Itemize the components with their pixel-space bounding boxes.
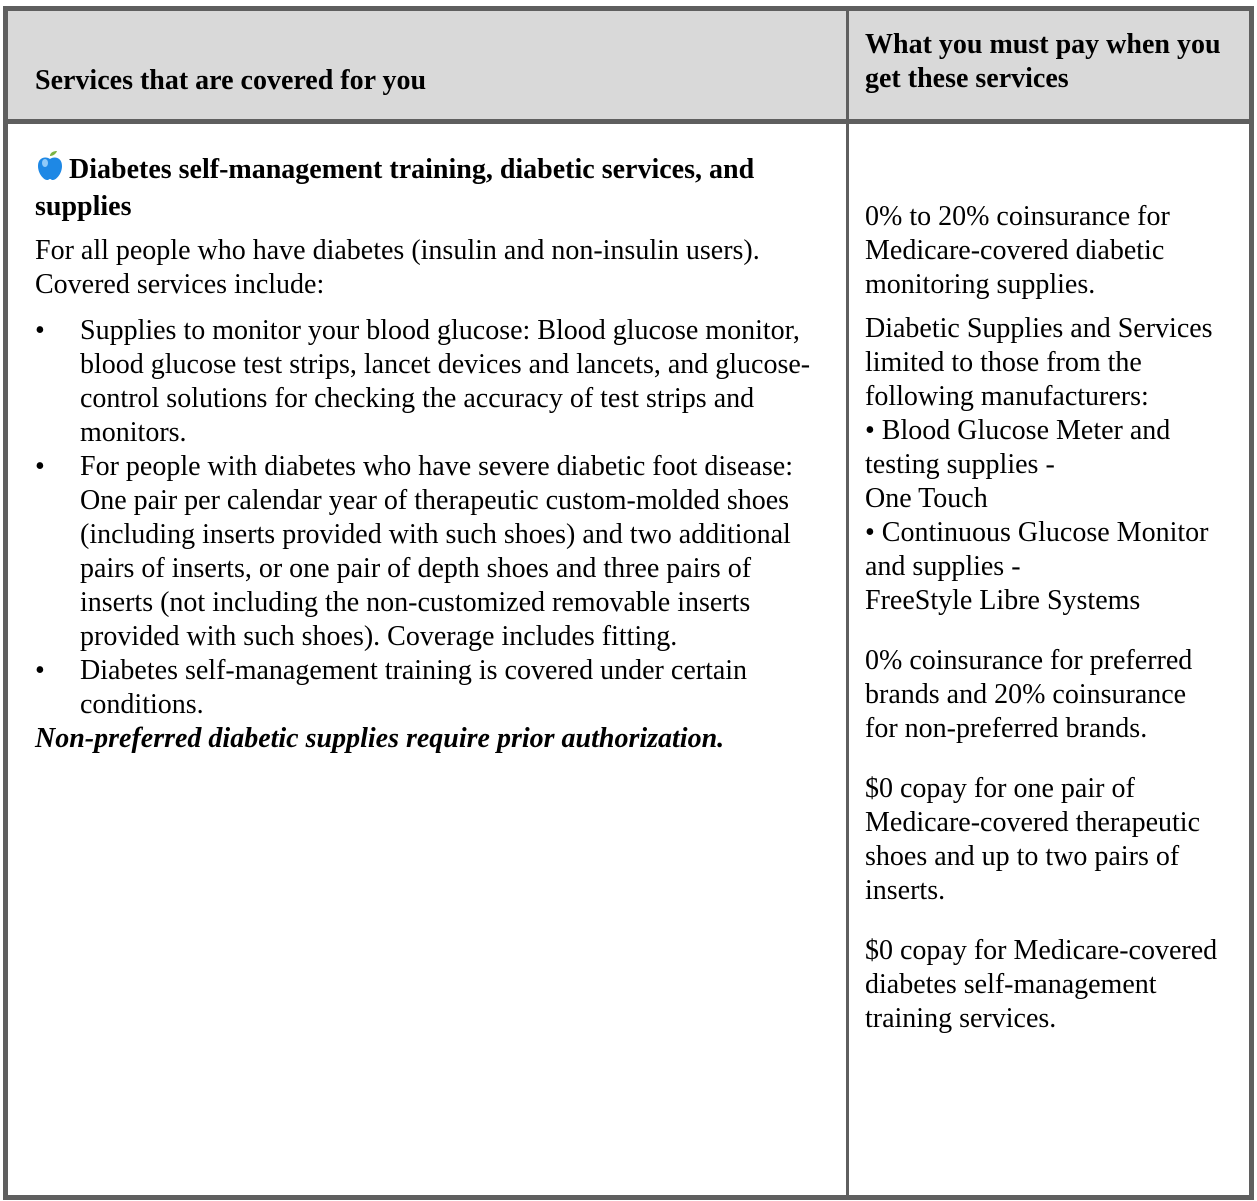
table-header-row bbox=[8, 11, 1249, 124]
list-item-text: For people with diabetes who have severe… bbox=[80, 451, 793, 652]
service-title: Diabetes self-management training, diabe… bbox=[35, 154, 755, 222]
list-item: • Diabetes self-management training is co… bbox=[35, 654, 830, 722]
column-divider bbox=[846, 11, 849, 1195]
list-item-text: Diabetes self-management training is cov… bbox=[80, 655, 748, 720]
benefits-table: Services that are covered for you What y… bbox=[3, 6, 1254, 1200]
cost-self-management-training: $0 copay for Medicare-covered diabetes s… bbox=[865, 935, 1218, 1034]
bullet-icon: • bbox=[35, 655, 45, 686]
cost-manufacturers: Diabetic Supplies and Services limited t… bbox=[865, 313, 1213, 616]
service-title-block: Diabetes self-management training, diabe… bbox=[35, 151, 830, 224]
cost-monitoring-supplies: 0% to 20% coinsurance for Medicare-cover… bbox=[865, 201, 1170, 300]
header-services-covered: Services that are covered for you bbox=[35, 65, 427, 96]
bullet-icon: • bbox=[35, 315, 45, 346]
list-item-text: Supplies to monitor your blood glucose: … bbox=[80, 315, 811, 448]
services-cell: Diabetes self-management training, diabe… bbox=[35, 151, 830, 756]
list-item: • Supplies to monitor your blood glucose:… bbox=[35, 314, 830, 450]
apple-icon bbox=[35, 151, 65, 190]
service-intro: For all people who have diabetes (insuli… bbox=[35, 235, 760, 300]
prior-authorization-note: Non-preferred diabetic supplies require … bbox=[35, 723, 725, 754]
cost-cell: 0% to 20% coinsurance for Medicare-cover… bbox=[865, 200, 1225, 1036]
bullet-icon: • bbox=[35, 451, 45, 482]
covered-services-list: • Supplies to monitor your blood glucose:… bbox=[35, 314, 830, 722]
header-what-you-pay: What you must pay when you get these ser… bbox=[865, 29, 1221, 94]
list-item: • For people with diabetes who have sever… bbox=[35, 450, 830, 654]
cost-preferred-brands: 0% coinsurance for preferred brands and … bbox=[865, 645, 1193, 744]
cost-therapeutic-shoes: $0 copay for one pair of Medicare-covere… bbox=[865, 773, 1201, 906]
